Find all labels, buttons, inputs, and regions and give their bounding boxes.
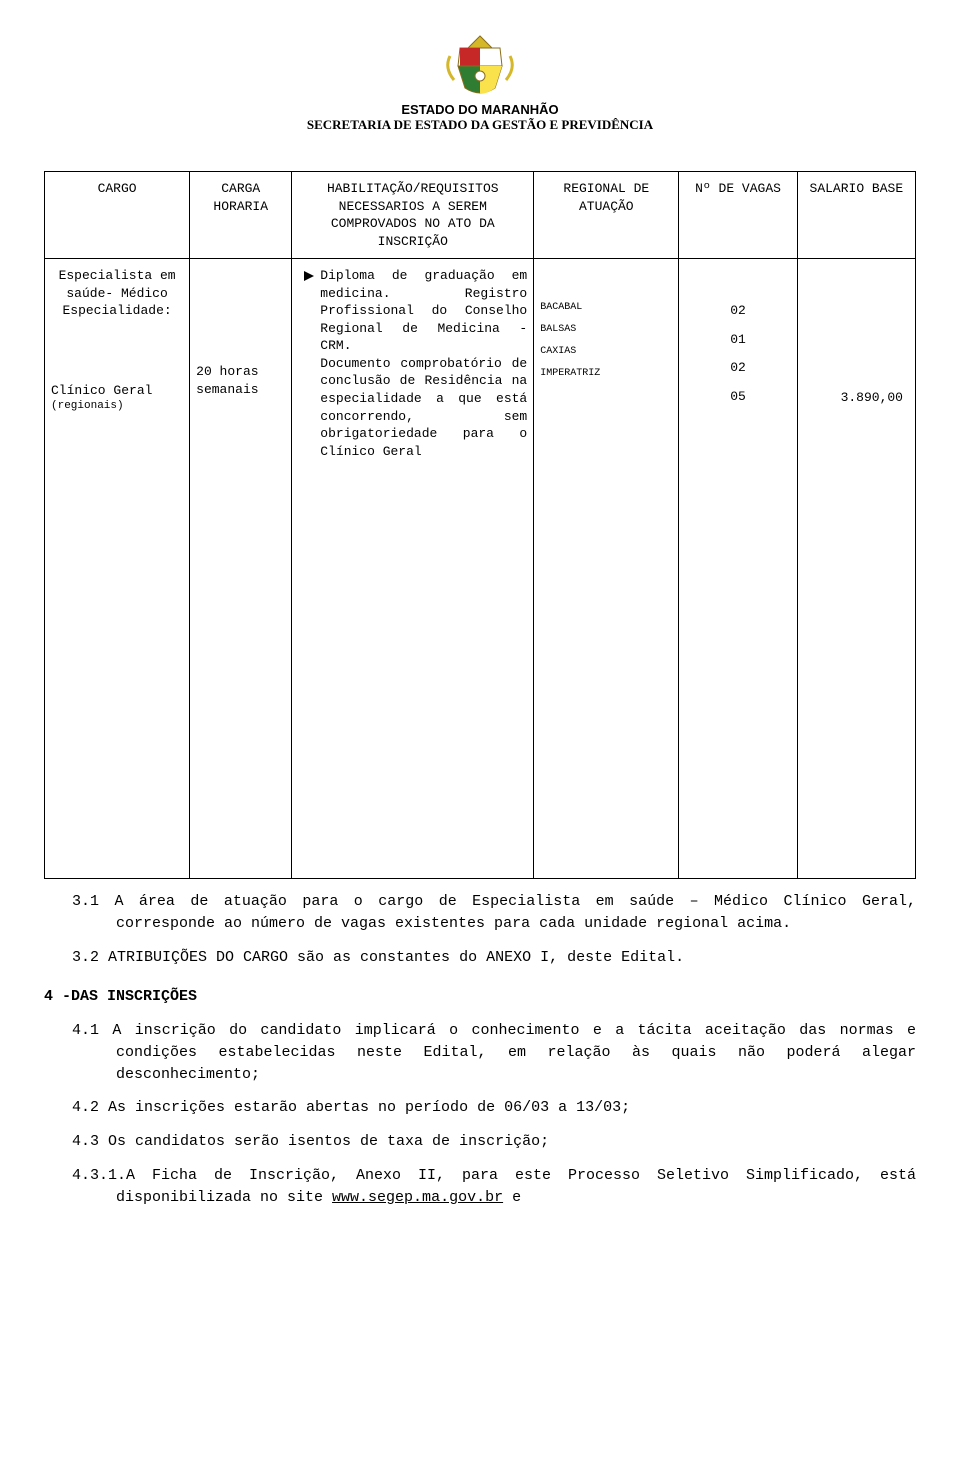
col-carga: CARGA HORARIA [190,172,292,259]
site-link[interactable]: www.segep.ma.gov.br [332,1189,503,1206]
regional-item: BALSAS [540,319,672,341]
cargo-clinico: Clínico Geral [51,382,183,400]
col-cargo: CARGO [45,172,190,259]
carga-horaria: 20 horas semanais [196,363,285,398]
table-row: Especialista em saúde- Médico Especialid… [45,259,916,879]
para-4-3: 4.3 Os candidatos serão isentos de taxa … [44,1131,916,1153]
header-line-1: ESTADO DO MARANHÃO [44,102,916,117]
col-habil: HABILITAÇÃO/REQUISITOS NECESSARIOS A SER… [292,172,534,259]
document-page: ESTADO DO MARANHÃO SECRETARIA DE ESTADO … [0,0,960,1483]
col-regional: REGIONAL DE ATUAÇÃO [534,172,679,259]
para-4-1: 4.1 A inscrição do candidato implicará o… [44,1020,916,1085]
para-4-3-1: 4.3.1.A Ficha de Inscrição, Anexo II, pa… [44,1165,916,1209]
body-paragraphs: 3.1 A área de atuação para o cargo de Es… [44,891,916,1208]
para-4-2: 4.2 As inscrições estarão abertas no per… [44,1097,916,1119]
vagas-item: 02 [685,297,790,326]
cargo-regionais: (regionais) [51,399,183,414]
salario-base: 3.890,00 [804,389,909,407]
vagas-item: 05 [685,383,790,412]
coat-of-arms-icon [440,32,520,100]
section-4-heading: 4 -DAS INSCRIÇÕES [44,986,916,1008]
document-header: ESTADO DO MARANHÃO SECRETARIA DE ESTADO … [44,32,916,133]
vagas-item: 01 [685,326,790,355]
regional-item: IMPERATRIZ [540,363,672,385]
table-header-row: CARGO CARGA HORARIA HABILITAÇÃO/REQUISIT… [45,172,916,259]
col-salario: SALARIO BASE [797,172,915,259]
regional-item: CAXIAS [540,341,672,363]
header-line-2: SECRETARIA DE ESTADO DA GESTÃO E PREVIDÊ… [44,117,916,133]
para-3-1: 3.1 A área de atuação para o cargo de Es… [44,891,916,935]
vacancy-table: CARGO CARGA HORARIA HABILITAÇÃO/REQUISIT… [44,171,916,879]
regional-list: BACABAL BALSAS CAXIAS IMPERATRIZ [540,297,672,385]
col-vagas: Nº DE VAGAS [679,172,797,259]
vagas-item: 02 [685,354,790,383]
cargo-especialidade: Especialista em saúde- Médico Especialid… [51,267,183,320]
bullet-icon [304,269,314,287]
para-3-2: 3.2 ATRIBUIÇÕES DO CARGO são as constant… [44,947,916,969]
requisitos: Diploma de graduação em medicina. Regist… [298,267,527,460]
vagas-list: 02 01 02 05 [685,297,790,411]
regional-item: BACABAL [540,297,672,319]
